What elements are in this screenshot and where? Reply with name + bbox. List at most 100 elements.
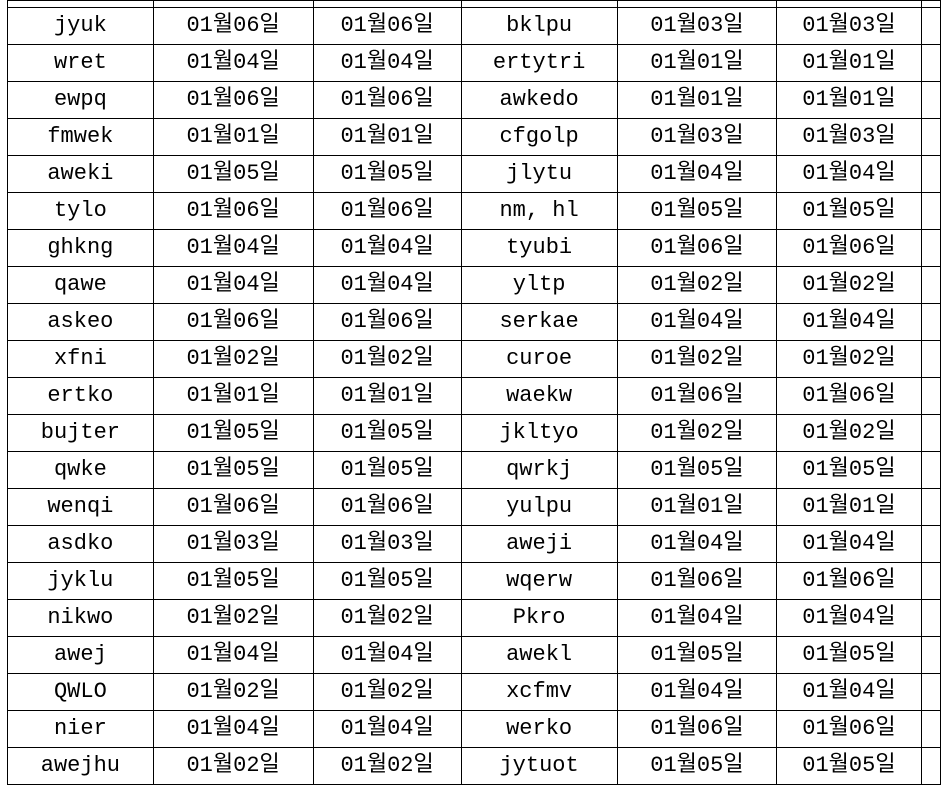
- name-cell[interactable]: qawe: [7, 266, 154, 304]
- date-cell[interactable]: 01월04일: [616, 525, 778, 563]
- date-cell[interactable]: 01월05일: [312, 562, 462, 600]
- date-cell[interactable]: 01월03일: [776, 7, 922, 45]
- date-cell[interactable]: 01월04일: [616, 599, 778, 637]
- name-cell[interactable]: jyklu: [7, 562, 154, 600]
- name-cell[interactable]: qwke: [7, 451, 154, 489]
- date-cell[interactable]: 01월04일: [152, 229, 314, 267]
- date-cell[interactable]: 01월02일: [616, 266, 778, 304]
- name-cell[interactable]: ertytri: [460, 44, 618, 82]
- date-cell[interactable]: 01월02일: [312, 599, 462, 637]
- name-cell[interactable]: xfni: [7, 340, 154, 378]
- date-cell[interactable]: 01월06일: [312, 7, 462, 45]
- date-cell[interactable]: 01월04일: [776, 599, 922, 637]
- date-cell[interactable]: 01월05일: [312, 414, 462, 452]
- date-cell[interactable]: 01월02일: [776, 266, 922, 304]
- date-cell[interactable]: 01월04일: [152, 710, 314, 748]
- name-cell[interactable]: ewpq: [7, 81, 154, 119]
- date-cell[interactable]: 01월02일: [152, 599, 314, 637]
- name-cell[interactable]: waekw: [460, 377, 618, 415]
- date-cell[interactable]: 01월04일: [312, 44, 462, 82]
- date-cell[interactable]: 01월04일: [776, 303, 922, 341]
- name-cell[interactable]: nier: [7, 710, 154, 748]
- date-cell[interactable]: 01월05일: [312, 451, 462, 489]
- date-cell[interactable]: 01월06일: [152, 192, 314, 230]
- date-cell[interactable]: 01월05일: [152, 155, 314, 193]
- name-cell[interactable]: awejhu: [7, 747, 154, 785]
- date-cell[interactable]: 01월06일: [312, 488, 462, 526]
- date-cell[interactable]: 01월03일: [776, 118, 922, 156]
- date-cell[interactable]: 01월01일: [776, 488, 922, 526]
- name-cell[interactable]: yltp: [460, 266, 618, 304]
- date-cell[interactable]: 01월05일: [152, 451, 314, 489]
- date-cell[interactable]: 01월01일: [776, 44, 922, 82]
- date-cell[interactable]: 01월02일: [152, 340, 314, 378]
- name-cell[interactable]: tyubi: [460, 229, 618, 267]
- name-cell[interactable]: aweji: [460, 525, 618, 563]
- date-cell[interactable]: 01월06일: [152, 303, 314, 341]
- name-cell[interactable]: bujter: [7, 414, 154, 452]
- date-cell[interactable]: 01월06일: [616, 710, 778, 748]
- name-cell[interactable]: qwrkj: [460, 451, 618, 489]
- date-cell[interactable]: 01월04일: [312, 636, 462, 674]
- name-cell[interactable]: bklpu: [460, 7, 618, 45]
- date-cell[interactable]: 01월04일: [776, 525, 922, 563]
- date-cell[interactable]: 01월03일: [616, 118, 778, 156]
- name-cell[interactable]: cfgolp: [460, 118, 618, 156]
- name-cell[interactable]: Pkro: [460, 599, 618, 637]
- date-cell[interactable]: 01월01일: [616, 81, 778, 119]
- date-cell[interactable]: 01월04일: [616, 673, 778, 711]
- date-cell[interactable]: 01월01일: [312, 118, 462, 156]
- date-cell[interactable]: 01월05일: [312, 155, 462, 193]
- date-cell[interactable]: 01월06일: [616, 562, 778, 600]
- date-cell[interactable]: 01월04일: [152, 636, 314, 674]
- name-cell[interactable]: wenqi: [7, 488, 154, 526]
- name-cell[interactable]: yulpu: [460, 488, 618, 526]
- name-cell[interactable]: askeo: [7, 303, 154, 341]
- name-cell[interactable]: wqerw: [460, 562, 618, 600]
- date-cell[interactable]: 01월05일: [776, 451, 922, 489]
- name-cell[interactable]: ertko: [7, 377, 154, 415]
- date-cell[interactable]: 01월02일: [776, 340, 922, 378]
- date-cell[interactable]: 01월04일: [312, 229, 462, 267]
- date-cell[interactable]: 01월04일: [776, 673, 922, 711]
- date-cell[interactable]: 01월01일: [616, 44, 778, 82]
- name-cell[interactable]: tylo: [7, 192, 154, 230]
- name-cell[interactable]: aweki: [7, 155, 154, 193]
- name-cell[interactable]: serkae: [460, 303, 618, 341]
- name-cell[interactable]: jlytu: [460, 155, 618, 193]
- date-cell[interactable]: 01월03일: [152, 525, 314, 563]
- date-cell[interactable]: 01월05일: [776, 636, 922, 674]
- name-cell[interactable]: curoe: [460, 340, 618, 378]
- name-cell[interactable]: werko: [460, 710, 618, 748]
- name-cell[interactable]: jytuot: [460, 747, 618, 785]
- date-cell[interactable]: 01월04일: [152, 44, 314, 82]
- date-cell[interactable]: 01월01일: [152, 377, 314, 415]
- date-cell[interactable]: 01월06일: [312, 192, 462, 230]
- name-cell[interactable]: awekl: [460, 636, 618, 674]
- date-cell[interactable]: 01월02일: [616, 340, 778, 378]
- name-cell[interactable]: ghkng: [7, 229, 154, 267]
- date-cell[interactable]: 01월04일: [312, 710, 462, 748]
- date-cell[interactable]: 01월01일: [616, 488, 778, 526]
- date-cell[interactable]: 01월03일: [616, 7, 778, 45]
- date-cell[interactable]: 01월04일: [776, 155, 922, 193]
- date-cell[interactable]: 01월06일: [776, 562, 922, 600]
- date-cell[interactable]: 01월05일: [152, 414, 314, 452]
- date-cell[interactable]: 01월02일: [776, 414, 922, 452]
- date-cell[interactable]: 01월05일: [776, 747, 922, 785]
- name-cell[interactable]: awkedo: [460, 81, 618, 119]
- date-cell[interactable]: 01월06일: [776, 377, 922, 415]
- name-cell[interactable]: jkltyo: [460, 414, 618, 452]
- date-cell[interactable]: 01월06일: [312, 81, 462, 119]
- date-cell[interactable]: 01월04일: [616, 155, 778, 193]
- date-cell[interactable]: 01월06일: [312, 303, 462, 341]
- date-cell[interactable]: 01월02일: [152, 673, 314, 711]
- date-cell[interactable]: 01월06일: [776, 710, 922, 748]
- date-cell[interactable]: 01월02일: [152, 747, 314, 785]
- date-cell[interactable]: 01월04일: [152, 266, 314, 304]
- date-cell[interactable]: 01월06일: [152, 7, 314, 45]
- name-cell[interactable]: jyuk: [7, 7, 154, 45]
- date-cell[interactable]: 01월04일: [312, 266, 462, 304]
- date-cell[interactable]: 01월04일: [616, 303, 778, 341]
- date-cell[interactable]: 01월05일: [616, 451, 778, 489]
